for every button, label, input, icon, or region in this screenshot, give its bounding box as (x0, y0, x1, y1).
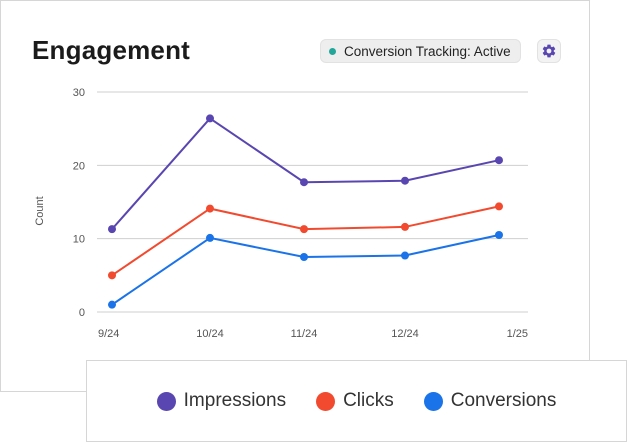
legend-label: Clicks (343, 390, 394, 411)
x-tick-label: 9/24 (98, 328, 119, 340)
legend-swatch (423, 391, 443, 411)
data-point[interactable] (401, 251, 409, 260)
data-point[interactable] (300, 225, 308, 234)
series-line (111, 117, 500, 230)
series-conversions (108, 231, 503, 309)
legend-swatch (316, 391, 336, 411)
gear-icon (542, 44, 556, 58)
y-tick-label: 30 (73, 87, 85, 99)
x-tick-label: 11/24 (291, 328, 318, 340)
y-tick-label: 20 (73, 160, 85, 172)
x-tick-label: 1/25 (507, 328, 528, 340)
data-point[interactable] (206, 114, 214, 123)
series-line (111, 234, 500, 306)
data-point[interactable] (495, 202, 503, 211)
data-point[interactable] (401, 222, 409, 231)
data-point[interactable] (206, 204, 214, 213)
legend-item-conversions[interactable]: Conversions (423, 390, 557, 412)
legend-label: Conversions (450, 390, 557, 411)
x-tick-label: 10/24 (196, 328, 224, 340)
y-axis-title: Count (34, 196, 46, 225)
x-tick-label: 12/24 (391, 328, 419, 340)
status-dot-icon (329, 47, 336, 55)
series-clicks (108, 202, 503, 280)
data-point[interactable] (300, 253, 308, 261)
legend-label: Impressions (183, 390, 287, 411)
legend-item-clicks[interactable]: Clicks (316, 390, 394, 412)
data-point[interactable] (300, 178, 308, 187)
data-point[interactable] (206, 233, 214, 242)
page-title: Engagement (32, 35, 191, 65)
data-point[interactable] (108, 225, 116, 234)
data-point[interactable] (495, 231, 503, 239)
data-point[interactable] (108, 271, 116, 280)
grid-lines (97, 91, 528, 313)
series-impressions (108, 114, 503, 234)
chart-card: Engagement Conversion Tracking: Active (0, 0, 590, 392)
data-point[interactable] (108, 300, 116, 309)
status-label: Conversion Tracking: Active (344, 43, 511, 59)
status-badge[interactable]: Conversion Tracking: Active (320, 39, 521, 63)
settings-button[interactable] (537, 39, 561, 63)
legend-swatch (156, 391, 176, 411)
data-point[interactable] (495, 156, 503, 165)
y-tick-label: 10 (73, 234, 85, 246)
series-lines (108, 114, 503, 309)
legend: Impressions Clicks Conversions (86, 360, 627, 442)
data-point[interactable] (401, 176, 409, 185)
legend-item-impressions[interactable]: Impressions (156, 390, 287, 412)
y-tick-label: 0 (79, 307, 85, 319)
axis-labels: 0 10 20 30 9/24 10/24 11/24 12/24 1/25 (73, 87, 528, 340)
